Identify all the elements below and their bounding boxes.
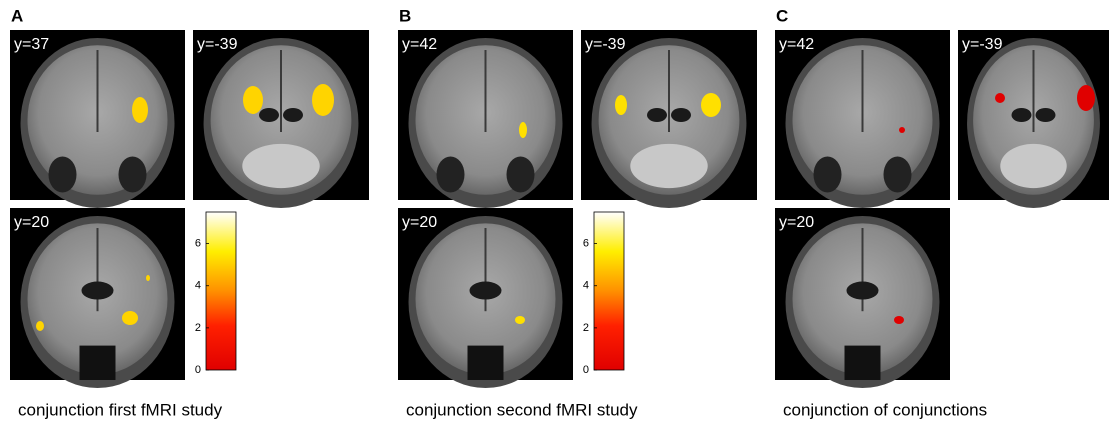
activation: [122, 311, 138, 325]
orbit: [507, 157, 535, 193]
activation: [1077, 85, 1095, 111]
cerebellum: [242, 144, 319, 188]
colorbar: [594, 212, 624, 370]
ventricle: [82, 282, 114, 300]
ventricle: [470, 282, 502, 300]
figure: Aconjunction first fMRI study y=37 y=-39 y=…: [0, 0, 1116, 423]
ventricle: [283, 108, 303, 122]
colorbar-tick-label: 4: [583, 280, 589, 292]
slice-label: y=-39: [197, 36, 238, 53]
colorbar-tick-label: 4: [195, 280, 201, 292]
activation: [519, 122, 527, 138]
slice-label: y=42: [779, 36, 814, 53]
orbit: [119, 157, 147, 193]
colorbar: [206, 212, 236, 370]
brain-slice: y=20: [398, 208, 573, 388]
activation: [132, 97, 148, 123]
brain-slice: y=-39: [958, 30, 1109, 208]
orbit: [437, 157, 465, 193]
activation: [899, 127, 905, 133]
activation: [515, 316, 525, 324]
activation: [312, 84, 334, 116]
colorbar-tick-label: 2: [195, 322, 201, 334]
ventricle: [671, 108, 691, 122]
panel-caption: conjunction second fMRI study: [406, 400, 638, 419]
brainstem: [80, 346, 116, 380]
brain-slice: y=37: [10, 30, 185, 208]
panel-caption: conjunction of conjunctions: [783, 400, 987, 419]
ventricle: [259, 108, 279, 122]
colorbar-tick-label: 6: [195, 238, 201, 250]
brainstem: [468, 346, 504, 380]
panel-label: B: [399, 6, 411, 25]
colorbar-tick-label: 2: [583, 322, 589, 334]
cerebellum: [1000, 144, 1066, 188]
brain-slice: y=20: [775, 208, 950, 388]
slice-label: y=-39: [585, 36, 626, 53]
brain-slice: y=42: [398, 30, 573, 208]
activation: [243, 86, 263, 114]
panel-label: A: [11, 6, 23, 25]
slice-label: y=37: [14, 36, 49, 53]
activation: [615, 95, 627, 115]
slice-label: y=20: [402, 214, 437, 231]
colorbar-tick-label: 0: [583, 364, 589, 376]
ventricle: [847, 282, 879, 300]
slice-label: y=-39: [962, 36, 1003, 53]
brain-slice: y=-39: [193, 30, 369, 208]
ventricle: [1012, 108, 1032, 122]
brain-slice: y=20: [10, 208, 185, 388]
ventricle: [1036, 108, 1056, 122]
orbit: [884, 157, 912, 193]
brainstem: [845, 346, 881, 380]
slice-label: y=20: [779, 214, 814, 231]
activation: [995, 93, 1005, 103]
orbit: [49, 157, 77, 193]
brain-slice: y=-39: [581, 30, 757, 208]
orbit: [814, 157, 842, 193]
colorbar-tick-label: 6: [583, 238, 589, 250]
slice-label: y=42: [402, 36, 437, 53]
ventricle: [647, 108, 667, 122]
cerebellum: [630, 144, 707, 188]
slice-label: y=20: [14, 214, 49, 231]
panel-caption: conjunction first fMRI study: [18, 400, 223, 419]
activation: [701, 93, 721, 117]
activation: [146, 275, 150, 281]
activation: [36, 321, 44, 331]
panel-label: C: [776, 6, 788, 25]
brain-slice: y=42: [775, 30, 950, 208]
colorbar-tick-label: 0: [195, 364, 201, 376]
activation: [894, 316, 904, 324]
